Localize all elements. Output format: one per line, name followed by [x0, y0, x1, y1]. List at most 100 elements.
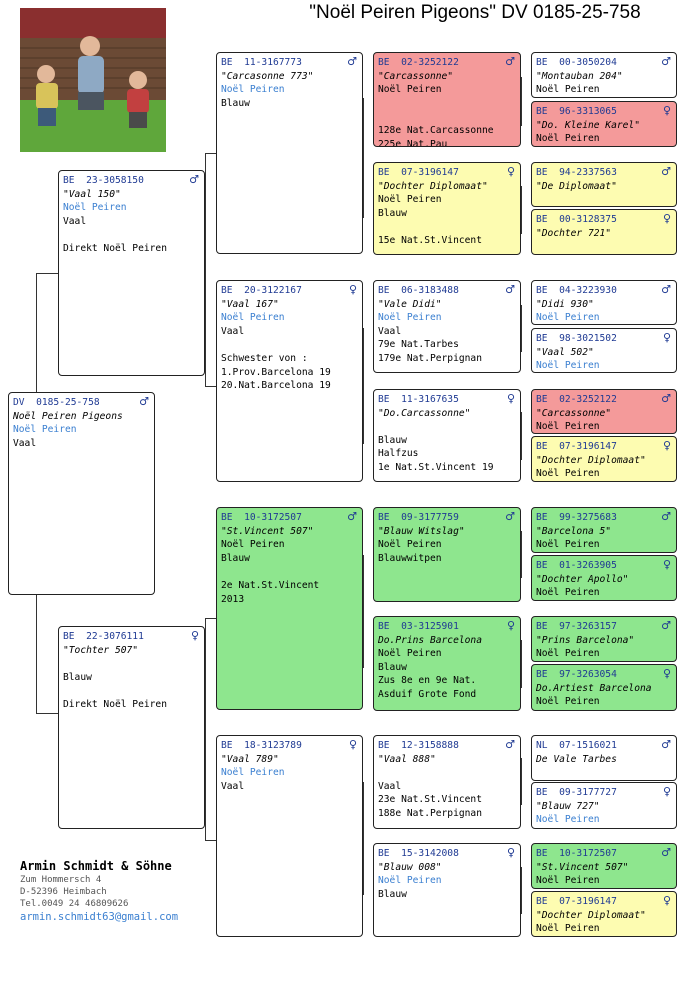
page-title: "Noël Peiren Pigeons" DV 0185-25-758 — [309, 2, 641, 23]
pedigree-card-great-grandparent[interactable]: BE 02-3252122 ♂ "Carcassonne" Noël Peiren 1… — [373, 52, 521, 147]
pedigree-card-great-grandparent[interactable]: BE 09-3177759 ♂ "Blauw Witslag" Noël Peiren… — [373, 507, 521, 602]
pedigree-card-ancestor[interactable]: BE 94-2337563 ♂ "De Diplomaat" — [531, 162, 677, 207]
female-symbol-icon: ♀ — [348, 283, 357, 296]
breeder-name: Noël Peiren — [63, 202, 127, 214]
pedigree-card-ancestor[interactable]: BE 09-3177727 ♀ "Blauw 727" Noël Peiren — [531, 782, 677, 829]
pedigree-detail-line: 20.Nat.Barcelona 19 — [221, 380, 331, 392]
pedigree-card-ancestor[interactable]: BE 01-3263905 ♀ "Dochter Apollo" Noël Peire… — [531, 555, 677, 601]
pedigree-card-ancestor[interactable]: BE 02-3252122 ♂ "Carcassonne" Noël Peiren — [531, 389, 677, 434]
pigeon-name: "Vale Didi" — [378, 298, 442, 310]
pedigree-detail-line: Noël Peiren — [378, 84, 442, 96]
pigeon-name: "Dochter Diplomaat" — [378, 180, 488, 192]
pedigree-card-great-grandparent[interactable]: BE 12-3158888 ♂ "Vaal 888" Vaal 23e Nat.St.… — [373, 735, 521, 829]
owner-email-link[interactable]: armin.schmidt63@gmail.com — [20, 911, 179, 923]
pigeon-name: "St.Vincent 507" — [536, 861, 629, 873]
pedigree-card-grandparent[interactable]: BE 20-3122167 ♀ "Vaal 167" Noël Peiren Vaal … — [216, 280, 363, 482]
breeder-name: Noël Peiren — [536, 360, 600, 372]
connector-line — [205, 618, 216, 619]
pigeon-name: "Vaal 789" — [221, 753, 279, 765]
pedigree-card-ancestor[interactable]: BE 07-3196147 ♀ "Dochter Diplomaat" Noël Pe… — [531, 891, 677, 937]
pedigree-card-ancestor[interactable]: BE 00-3050204 ♂ "Montauban 204" Noël Peiren — [531, 52, 677, 98]
pedigree-detail-line: Halfzus — [378, 448, 419, 460]
connector-line — [205, 153, 206, 386]
pedigree-detail-line: Noël Peiren — [378, 539, 442, 551]
ring-number: BE 20-3122167 — [221, 285, 302, 296]
pedigree-card-ancestor[interactable]: BE 99-3275683 ♂ "Barcelona 5" Noël Peiren — [531, 507, 677, 553]
pedigree-detail-line: 2013 — [221, 593, 245, 605]
pedigree-card-sire[interactable]: BE 23-3058150 ♂ "Vaal 150" Noël Peiren Vaal … — [58, 170, 205, 376]
pedigree-detail-line: Blauw — [221, 552, 250, 564]
pigeon-name: "De Diplomaat" — [536, 180, 617, 192]
pedigree-detail-line: Noël Peiren — [536, 468, 600, 480]
pigeon-name: "Vaal 502" — [536, 346, 594, 358]
pedigree-card-dam[interactable]: BE 22-3076111 ♀ "Tochter 507" Blauw Direkt… — [58, 626, 205, 829]
ring-number: BE 11-3167773 — [221, 57, 302, 68]
pedigree-detail-line — [221, 338, 358, 352]
pedigree-detail-line — [63, 228, 200, 242]
pedigree-detail-line: Noël Peiren — [536, 133, 600, 145]
breeder-name: Noël Peiren — [221, 767, 285, 779]
pedigree-card-great-grandparent[interactable]: BE 06-3183488 ♂ "Vale Didi" Noël Peiren Vaal… — [373, 280, 521, 373]
connector-line — [363, 98, 364, 218]
pedigree-card-ancestor[interactable]: BE 98-3021502 ♀ "Vaal 502" Noël Peiren — [531, 328, 677, 373]
male-symbol-icon: ♂ — [661, 55, 671, 68]
pedigree-card-ancestor[interactable]: BE 07-3196147 ♀ "Dochter Diplomaat" Noël Pe… — [531, 436, 677, 482]
male-symbol-icon: ♂ — [661, 283, 671, 296]
connector-line — [521, 531, 522, 578]
breeder-name: Noël Peiren — [536, 312, 600, 324]
pedigree-card-ancestor[interactable]: NL 07-1516021 ♂ De Vale Tarbes — [531, 735, 677, 781]
connector-line — [205, 618, 206, 840]
ring-number: BE 09-3177759 — [378, 512, 459, 523]
owner-street: Zum Hommersch 4 — [20, 875, 102, 885]
pedigree-detail-line: Blauw — [221, 97, 250, 109]
connector-line — [521, 640, 522, 688]
ring-number: BE 02-3252122 — [378, 57, 459, 68]
ring-number: BE 22-3076111 — [63, 631, 144, 642]
male-symbol-icon: ♂ — [661, 738, 671, 751]
breeder-name: Noël Peiren — [221, 312, 285, 324]
pigeon-name: "Vaal 888" — [378, 753, 436, 765]
pedigree-detail-line: Vaal — [221, 325, 245, 337]
pedigree-detail-line — [378, 766, 516, 780]
pedigree-card-ancestor[interactable]: BE 00-3128375 ♀ "Dochter 721" — [531, 209, 677, 255]
male-symbol-icon: ♂ — [347, 55, 357, 68]
pedigree-card-great-grandparent[interactable]: BE 11-3167635 ♀ "Do.Carcassonne" Blauw Half… — [373, 389, 521, 482]
pigeon-name: "Dochter Diplomaat" — [536, 909, 646, 921]
female-symbol-icon: ♀ — [348, 738, 357, 751]
ring-number: BE 18-3123789 — [221, 740, 302, 751]
pedigree-detail-line: Asduif Grote Fond — [378, 688, 477, 700]
pedigree-card-grandparent[interactable]: BE 11-3167773 ♂ "Carcasonne 773" Noël Peire… — [216, 52, 363, 254]
ring-number: DV 0185-25-758 — [13, 397, 100, 408]
pedigree-card-great-grandparent[interactable]: BE 15-3142008 ♀ "Blauw 008" Noël Peiren Blau… — [373, 843, 521, 937]
ring-number: BE 01-3263905 — [536, 560, 617, 571]
female-symbol-icon: ♀ — [662, 331, 671, 344]
pigeon-name: "Carcasonne 773" — [221, 70, 314, 82]
pedigree-detail-line: 1e Nat.St.Vincent 19 — [378, 461, 494, 473]
pedigree-card-subject[interactable]: DV 0185-25-758 ♂ Noël Peiren Pigeons Noël P… — [8, 392, 155, 595]
pedigree-card-great-grandparent[interactable]: BE 03-3125901 ♀ Do.Prins Barcelona Noël Pei… — [373, 616, 521, 711]
pedigree-detail-line: Noël Peiren — [536, 875, 600, 887]
pigeon-name: Do.Prins Barcelona — [378, 634, 482, 646]
pedigree-detail-line: 23e Nat.St.Vincent — [378, 794, 482, 806]
pedigree-card-grandparent[interactable]: BE 10-3172507 ♂ "St.Vincent 507" Noël Peire… — [216, 507, 363, 710]
pedigree-detail-line: Noël Peiren — [536, 648, 600, 660]
male-symbol-icon: ♂ — [661, 165, 671, 178]
pedigree-card-ancestor[interactable]: BE 97-3263054 ♀ Do.Artiest Barcelona Noël P… — [531, 664, 677, 711]
male-symbol-icon: ♂ — [661, 846, 671, 859]
pedigree-card-grandparent[interactable]: BE 18-3123789 ♀ "Vaal 789" Noël Peiren Vaal — [216, 735, 363, 937]
pedigree-card-ancestor[interactable]: BE 96-3313065 ♀ "Do. Kleine Karel" Noël Pei… — [531, 101, 677, 147]
pedigree-card-ancestor[interactable]: BE 10-3172507 ♂ "St.Vincent 507" Noël Peire… — [531, 843, 677, 889]
connector-line — [205, 153, 216, 154]
connector-line — [521, 867, 522, 914]
male-symbol-icon: ♂ — [505, 738, 515, 751]
female-symbol-icon: ♀ — [662, 558, 671, 571]
pedigree-card-ancestor[interactable]: BE 97-3263157 ♂ "Prins Barcelona" Noël Peir… — [531, 616, 677, 662]
male-symbol-icon: ♂ — [139, 395, 149, 408]
ring-number: BE 04-3223930 — [536, 285, 617, 296]
breeder-name: Noël Peiren — [13, 424, 77, 436]
pedigree-card-ancestor[interactable]: BE 04-3223930 ♂ "Didi 930" Noël Peiren — [531, 280, 677, 325]
pigeon-name: "Blauw 727" — [536, 800, 600, 812]
female-symbol-icon: ♀ — [662, 104, 671, 117]
ring-number: BE 10-3172507 — [221, 512, 302, 523]
pedigree-card-great-grandparent[interactable]: BE 07-3196147 ♀ "Dochter Diplomaat" Noël Pe… — [373, 162, 521, 255]
